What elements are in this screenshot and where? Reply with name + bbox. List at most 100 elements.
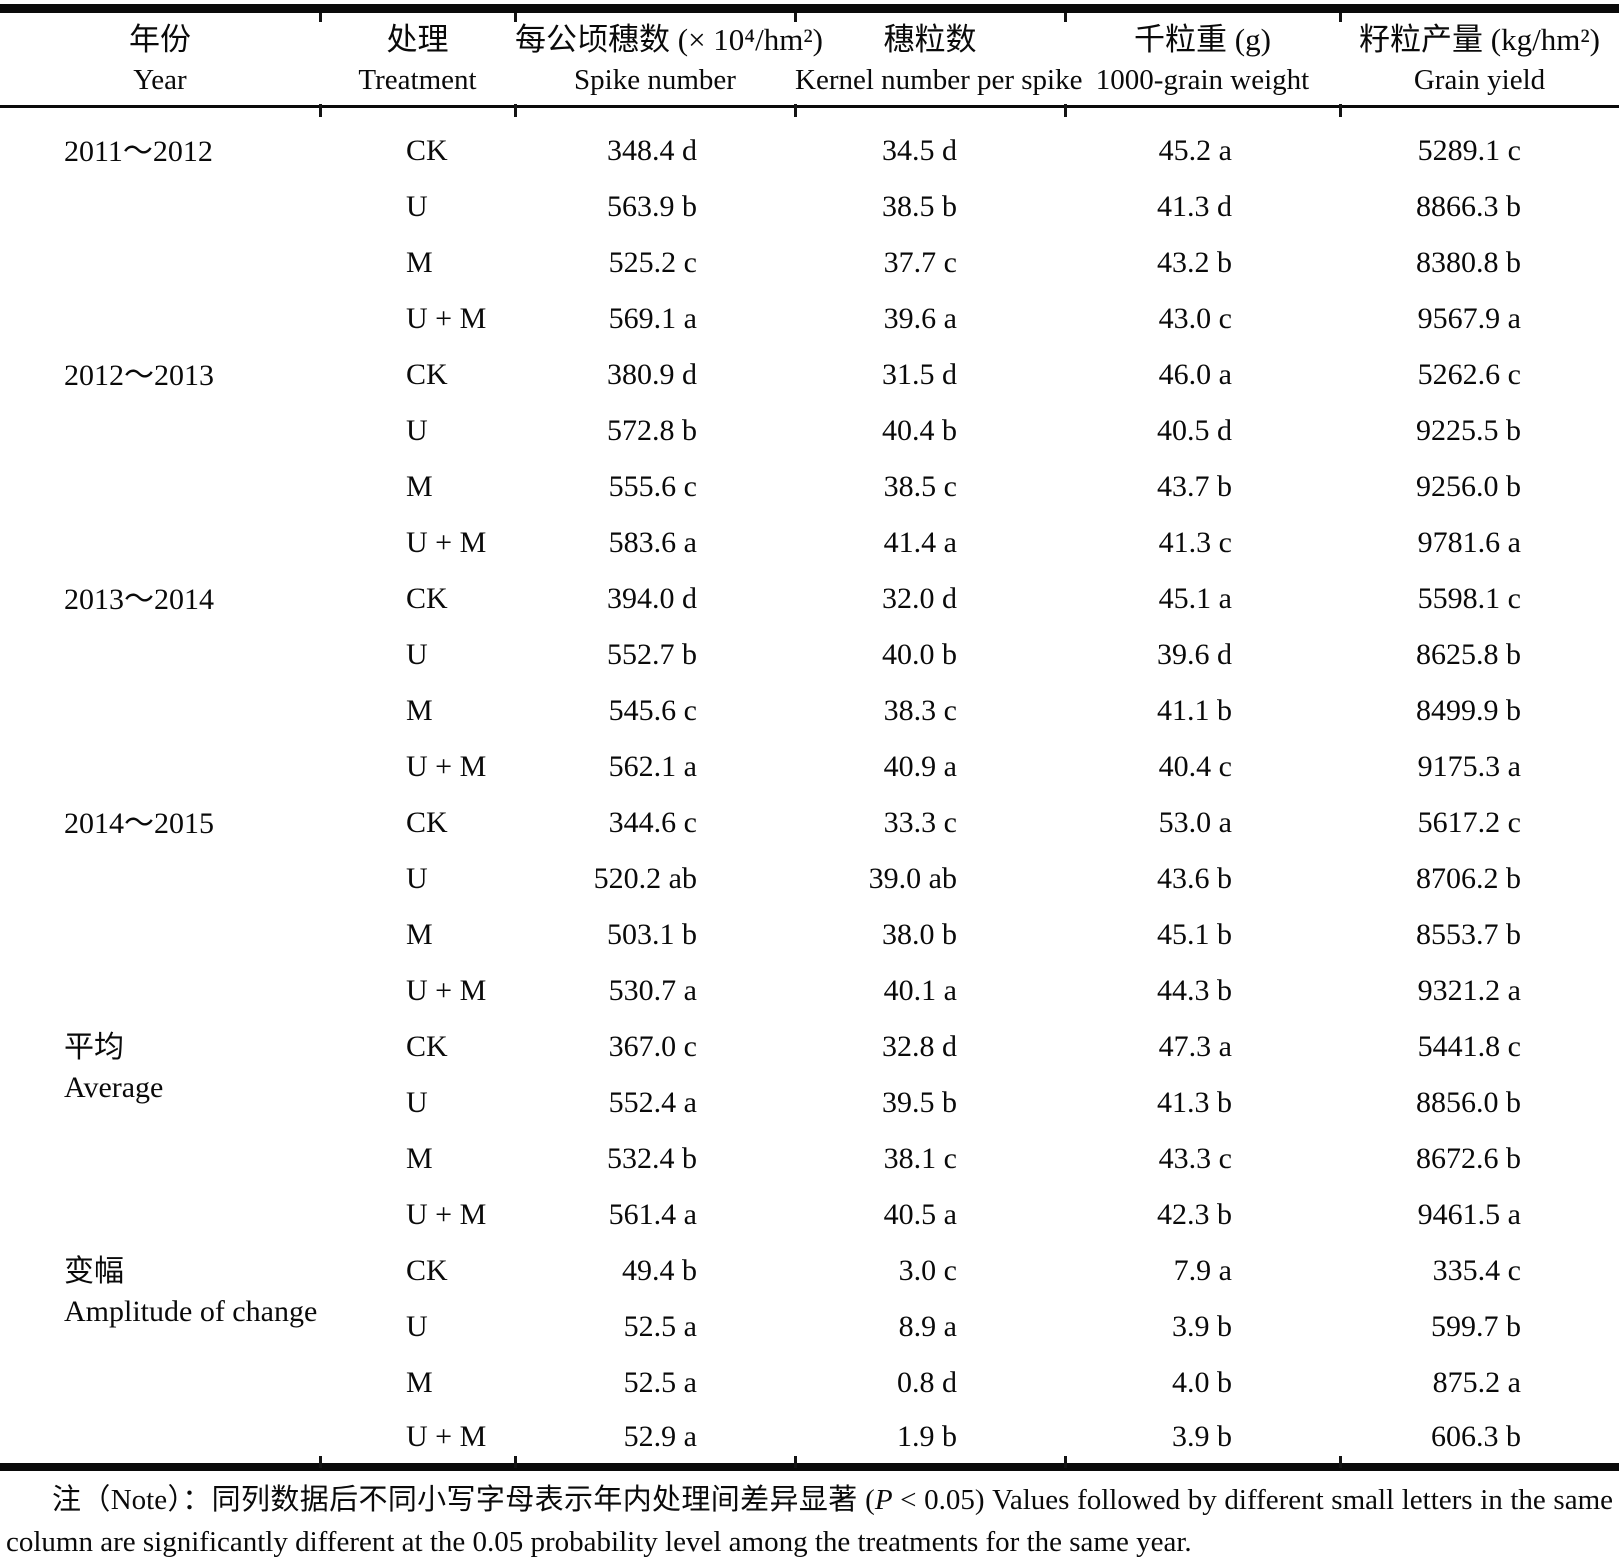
spike-number-cell: 380.9 d (607, 357, 697, 391)
header-kernel-number-en: Kernel number per spike (795, 64, 1083, 96)
column-separator-tick (1339, 13, 1342, 22)
kernel-number-cell: 32.8 d (882, 1029, 957, 1063)
spike-number-cell: 569.1 a (608, 301, 697, 335)
table-row: U + M 530.7 a 40.1 a 44.3 b 9321.2 a (0, 963, 1619, 1019)
header-row: 年份 Year 处理 Treatment 每公顷穗数 (× 10⁴/hm²) S… (0, 8, 1619, 108)
year-label-en: Amplitude of change (64, 1294, 318, 1328)
grain-weight-cell: 42.3 b (1157, 1197, 1232, 1231)
column-separator-tick (319, 1456, 322, 1468)
grain-yield-cell: 5598.1 c (1417, 581, 1521, 615)
header-spike-number: 每公顷穗数 (× 10⁴/hm²) Spike number (515, 8, 823, 108)
treatment-cell: CK (406, 1253, 448, 1287)
spike-number-cell: 52.5 a (623, 1309, 697, 1343)
treatment-cell: U + M (406, 525, 487, 559)
treatment-cell: M (406, 693, 433, 727)
table-row: U + M 569.1 a 39.6 a 43.0 c 9567.9 a (0, 291, 1619, 347)
treatment-cell: CK (406, 581, 448, 615)
grain-weight-cell: 44.3 b (1157, 973, 1232, 1007)
column-separator-tick (794, 104, 797, 117)
table-body: 2011～2012 CK 348.4 d 34.5 d 45.2 a 5289.1 c U 5… (0, 107, 1619, 1467)
kernel-number-cell: 39.0 ab (868, 861, 957, 895)
column-separator-tick (1064, 104, 1067, 117)
spike-number-cell: 52.9 a (623, 1419, 697, 1453)
spike-number-cell: 367.0 c (608, 1029, 697, 1063)
spacer-row (0, 107, 1619, 123)
kernel-number-cell: 37.7 c (883, 245, 957, 279)
kernel-number-cell: 32.0 d (882, 581, 957, 615)
note-text-en: < 0.05) Values followed by different sma… (6, 1484, 1613, 1558)
grain-weight-cell: 39.6 d (1157, 637, 1232, 671)
column-separator-tick (1339, 104, 1342, 117)
table-header: 年份 Year 处理 Treatment 每公顷穗数 (× 10⁴/hm²) S… (0, 8, 1619, 108)
table-row: U 563.9 b 38.5 b 41.3 d 8866.3 b (0, 179, 1619, 235)
column-separator-tick (1064, 1456, 1067, 1468)
grain-yield-cell: 9225.5 b (1416, 413, 1521, 447)
kernel-number-cell: 38.5 c (883, 469, 957, 503)
kernel-number-cell: 38.0 b (882, 917, 957, 951)
grain-yield-cell: 9461.5 a (1417, 1197, 1521, 1231)
spike-number-cell: 503.1 b (607, 917, 697, 951)
treatment-cell: CK (406, 133, 448, 167)
column-separator-tick (514, 13, 517, 22)
table-row: U 572.8 b 40.4 b 40.5 d 9225.5 b (0, 403, 1619, 459)
year-cell: 2012～2013 (0, 347, 320, 571)
table-row: 2014～2015 CK 344.6 c 33.3 c 53.0 a 5617.2 c (0, 795, 1619, 851)
treatment-cell: U + M (406, 1197, 487, 1231)
grain-weight-cell: 4.0 b (1172, 1365, 1232, 1399)
spike-number-cell: 344.6 c (608, 805, 697, 839)
header-grain-yield: 籽粒产量 (kg/hm²) Grain yield (1340, 8, 1619, 108)
column-separator-tick (514, 104, 517, 117)
grain-weight-cell: 43.3 c (1158, 1141, 1232, 1175)
note-p-symbol: P (874, 1484, 893, 1516)
table-row: M 555.6 c 38.5 c 43.7 b 9256.0 b (0, 459, 1619, 515)
grain-weight-cell: 45.2 a (1158, 133, 1232, 167)
treatment-cell: CK (406, 805, 448, 839)
spike-number-cell: 348.4 d (607, 133, 697, 167)
table-row: U 52.5 a 8.9 a 3.9 b 599.7 b (0, 1299, 1619, 1355)
table-row: 平均 Average CK 367.0 c 32.8 d 47.3 a 5441.8 c (0, 1019, 1619, 1104)
treatment-cell: CK (406, 357, 448, 391)
spike-number-cell: 530.7 a (608, 973, 697, 1007)
table-row: U 552.7 b 40.0 b 39.6 d 8625.8 b (0, 627, 1619, 683)
header-year: 年份 Year (0, 8, 320, 108)
year-cell: 变幅 Amplitude of change (0, 1243, 320, 1467)
spike-number-cell: 520.2 ab (593, 861, 697, 895)
grain-weight-cell: 41.3 c (1158, 525, 1232, 559)
treatment-cell: U (406, 1309, 428, 1343)
kernel-number-cell: 1.9 b (897, 1419, 957, 1453)
kernel-number-cell: 40.0 b (882, 637, 957, 671)
grain-weight-cell: 43.6 b (1157, 861, 1232, 895)
grain-yield-cell: 335.4 c (1432, 1253, 1521, 1287)
spike-number-cell: 532.4 b (607, 1141, 697, 1175)
grain-weight-cell: 53.0 a (1158, 805, 1232, 839)
grain-yield-cell: 8866.3 b (1416, 189, 1521, 223)
table-row: 2011～2012 CK 348.4 d 34.5 d 45.2 a 5289.1 c (0, 123, 1619, 179)
results-table: 年份 Year 处理 Treatment 每公顷穗数 (× 10⁴/hm²) S… (0, 4, 1619, 1471)
header-grain-weight: 千粒重 (g) 1000-grain weight (1065, 8, 1340, 108)
kernel-number-cell: 38.5 b (882, 189, 957, 223)
year-label-zh: 2014～2015 (64, 806, 214, 840)
year-cell: 2014～2015 (0, 795, 320, 1019)
column-separator-tick (1064, 13, 1067, 22)
kernel-number-cell: 0.8 d (897, 1365, 957, 1399)
spike-number-cell: 561.4 a (608, 1197, 697, 1231)
spike-number-cell: 552.7 b (607, 637, 697, 671)
year-label-zh: 2013～2014 (64, 582, 214, 616)
treatment-cell: U (406, 189, 428, 223)
table-row: U + M 561.4 a 40.5 a 42.3 b 9461.5 a (0, 1187, 1619, 1243)
column-separator-tick (514, 1456, 517, 1468)
spike-number-cell: 563.9 b (607, 189, 697, 223)
header-spike-number-en: Spike number (574, 64, 736, 96)
grain-yield-cell: 606.3 b (1431, 1419, 1521, 1453)
table-row: U + M 562.1 a 40.9 a 40.4 c 9175.3 a (0, 739, 1619, 795)
kernel-number-cell: 31.5 d (882, 357, 957, 391)
kernel-number-cell: 38.1 c (883, 1141, 957, 1175)
treatment-cell: U + M (406, 1419, 487, 1453)
year-label-zh: 2012～2013 (64, 358, 214, 392)
grain-yield-cell: 8380.8 b (1416, 245, 1521, 279)
table-row: 变幅 Amplitude of change CK 49.4 b 3.0 c 7.9 a 3… (0, 1243, 1619, 1328)
kernel-number-cell: 40.9 a (883, 749, 957, 783)
kernel-number-cell: 34.5 d (882, 133, 957, 167)
kernel-number-cell: 33.3 c (883, 805, 957, 839)
